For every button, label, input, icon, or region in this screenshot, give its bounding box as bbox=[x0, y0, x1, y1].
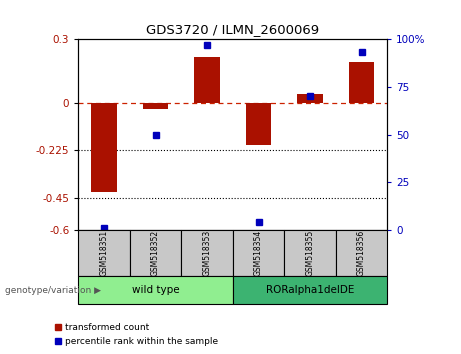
Bar bbox=[181, 230, 233, 276]
Text: wild type: wild type bbox=[132, 285, 179, 295]
Bar bbox=[284, 230, 336, 276]
Text: genotype/variation ▶: genotype/variation ▶ bbox=[5, 286, 100, 295]
Bar bbox=[336, 230, 387, 276]
Bar bbox=[297, 94, 323, 103]
Legend: transformed count, percentile rank within the sample: transformed count, percentile rank withi… bbox=[51, 320, 222, 349]
Text: GSM518353: GSM518353 bbox=[202, 230, 212, 276]
Title: GDS3720 / ILMN_2600069: GDS3720 / ILMN_2600069 bbox=[146, 23, 319, 36]
Text: GSM518355: GSM518355 bbox=[306, 230, 314, 276]
Bar bbox=[233, 230, 284, 276]
Text: GSM518352: GSM518352 bbox=[151, 230, 160, 276]
Text: GSM518354: GSM518354 bbox=[254, 230, 263, 276]
Text: RORalpha1delDE: RORalpha1delDE bbox=[266, 285, 354, 295]
Bar bbox=[143, 103, 168, 109]
Text: GSM518356: GSM518356 bbox=[357, 230, 366, 276]
Text: GSM518351: GSM518351 bbox=[100, 230, 109, 276]
Bar bbox=[233, 276, 387, 304]
Bar bbox=[78, 276, 233, 304]
Bar bbox=[194, 57, 220, 103]
Bar bbox=[130, 230, 181, 276]
Bar bbox=[246, 103, 272, 145]
Bar bbox=[78, 230, 130, 276]
Bar bbox=[349, 62, 374, 103]
Bar bbox=[91, 103, 117, 192]
